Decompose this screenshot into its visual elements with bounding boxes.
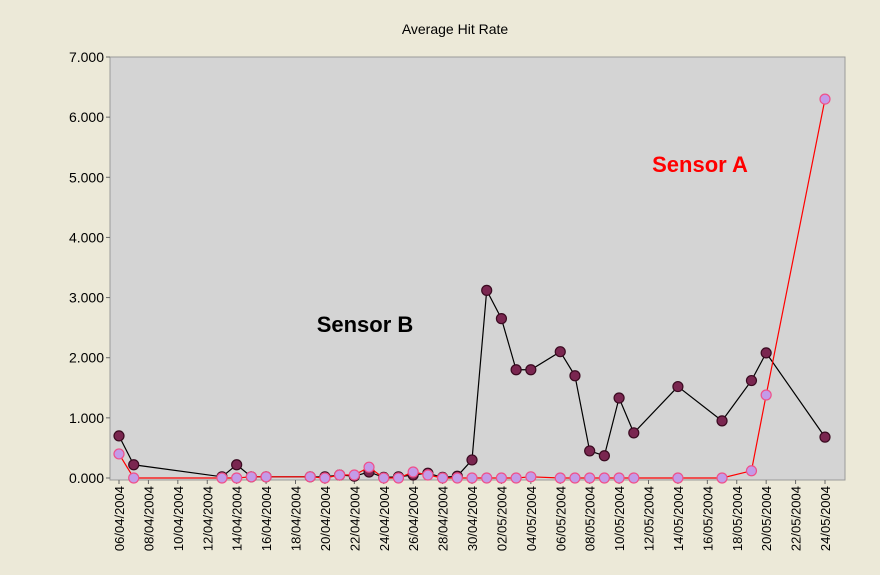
x-tick-label: 20/04/2004 — [318, 486, 333, 551]
point — [745, 374, 758, 387]
point — [348, 469, 360, 481]
point — [584, 445, 596, 457]
point — [613, 472, 625, 484]
point — [245, 471, 257, 483]
x-tick-label: 22/05/2004 — [789, 486, 804, 551]
point — [672, 472, 684, 484]
point — [760, 347, 772, 359]
x-tick-label: 06/04/2004 — [112, 486, 127, 551]
x-tick-label: 02/05/2004 — [494, 486, 509, 551]
point — [113, 448, 125, 460]
x-tick-label: 22/04/2004 — [347, 486, 362, 551]
x-tick-label: 24/05/2004 — [818, 486, 833, 551]
point — [495, 472, 508, 484]
y-tick-label: 1.000 — [69, 410, 104, 426]
point — [510, 472, 522, 484]
y-tick-label: 0.000 — [69, 470, 104, 486]
point — [436, 472, 449, 484]
point — [231, 472, 243, 484]
x-tick-label: 08/05/2004 — [583, 486, 598, 551]
point — [745, 465, 758, 477]
point — [672, 380, 684, 393]
point — [319, 472, 331, 484]
point — [554, 346, 566, 358]
point — [128, 459, 140, 471]
x-tick-label: 16/05/2004 — [700, 486, 715, 551]
y-tick-label: 4.000 — [69, 229, 104, 245]
point — [407, 466, 419, 478]
x-tick-label: 18/04/2004 — [289, 486, 304, 551]
point — [569, 472, 581, 484]
x-tick-label: 08/04/2004 — [141, 486, 156, 551]
point — [113, 430, 125, 442]
x-tick-label: 12/05/2004 — [642, 486, 657, 551]
point — [334, 469, 346, 481]
point — [260, 471, 272, 483]
point — [584, 472, 596, 484]
x-tick-label: 24/04/2004 — [377, 486, 392, 551]
x-tick-label: 10/05/2004 — [612, 486, 627, 551]
point — [466, 454, 478, 466]
point — [510, 364, 522, 376]
x-tick-label: 14/05/2004 — [671, 486, 686, 551]
point — [819, 431, 831, 443]
x-tick-label: 04/05/2004 — [524, 486, 539, 551]
point — [378, 472, 390, 484]
point — [481, 472, 493, 484]
point — [451, 472, 463, 484]
plot-area — [109, 56, 846, 481]
y-tick-label: 5.000 — [69, 169, 104, 185]
point — [525, 471, 537, 483]
x-tick-label: 16/04/2004 — [259, 486, 274, 551]
x-tick-label: 28/04/2004 — [436, 486, 451, 551]
point — [422, 469, 434, 481]
point — [495, 313, 508, 325]
y-tick-label: 3.000 — [69, 290, 104, 306]
point — [569, 370, 581, 382]
point — [231, 459, 243, 471]
point — [466, 472, 478, 484]
x-tick-label: 12/04/2004 — [200, 486, 215, 551]
point — [716, 415, 728, 427]
point — [613, 392, 625, 404]
legend-label: Sensor B — [317, 312, 414, 337]
x-tick-label: 14/04/2004 — [230, 486, 245, 551]
point — [554, 472, 566, 484]
point — [128, 472, 140, 484]
point — [598, 450, 610, 462]
y-tick-label: 7.000 — [69, 49, 104, 65]
x-tick-label: 06/05/2004 — [553, 486, 568, 551]
legend-label: Sensor A — [652, 152, 748, 177]
chart-title: Average Hit Rate — [402, 21, 509, 37]
point — [819, 93, 831, 105]
point — [628, 472, 640, 484]
x-tick-label: 26/04/2004 — [406, 486, 421, 551]
point — [716, 472, 728, 484]
y-tick-label: 2.000 — [69, 350, 104, 366]
point — [525, 364, 537, 376]
point — [392, 472, 405, 484]
point — [481, 284, 493, 296]
x-tick-label: 30/04/2004 — [465, 486, 480, 551]
x-tick-label: 10/04/2004 — [171, 486, 186, 551]
point — [628, 427, 640, 439]
x-tick-label: 18/05/2004 — [730, 486, 745, 551]
point — [363, 461, 375, 473]
point — [216, 472, 228, 484]
y-tick-label: 6.000 — [69, 109, 104, 125]
point — [760, 389, 772, 401]
point — [304, 471, 316, 483]
x-tick-label: 20/05/2004 — [759, 486, 774, 551]
point — [598, 472, 610, 484]
